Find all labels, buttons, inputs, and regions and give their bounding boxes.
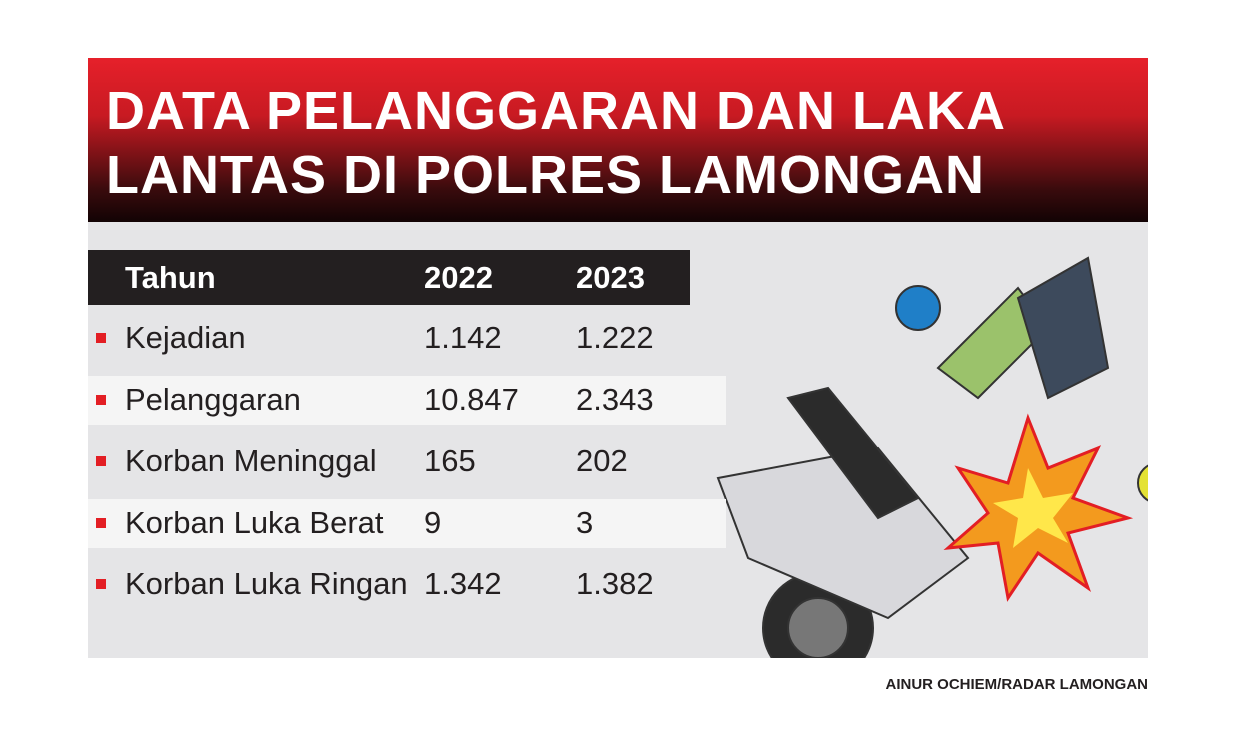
value-cell: 1.142 xyxy=(424,320,502,355)
row-bullet xyxy=(96,456,106,466)
credit: AINUR OCHIEM/RADAR LAMONGAN xyxy=(885,676,1149,693)
value-cell: 1.382 xyxy=(576,566,654,601)
header-cell: Tahun xyxy=(125,260,216,295)
panel: DATA PELANGGARAN DAN LAKA LANTAS DI POLR… xyxy=(88,58,1148,658)
label-cell: Korban Luka Berat xyxy=(125,504,384,540)
value-cell: 1.342 xyxy=(424,566,502,601)
value-cell: 10.847 xyxy=(424,381,519,417)
value-cell: 2.343 xyxy=(576,381,654,417)
label-cell: Kejadian xyxy=(125,320,246,355)
label-cell: Korban Luka Ringan xyxy=(125,566,408,601)
value-cell: 1.222 xyxy=(576,320,654,355)
table-header: Tahun 2022 2023 xyxy=(88,250,690,305)
row-bullet xyxy=(96,517,106,528)
value-cell: 3 xyxy=(576,504,594,540)
row-bullet xyxy=(96,579,106,589)
header-cell: 2022 xyxy=(424,260,493,295)
title-banner: DATA PELANGGARAN DAN LAKA LANTAS DI POLR… xyxy=(88,58,1148,222)
row-band xyxy=(88,375,726,425)
label-cell: Pelanggaran xyxy=(125,381,301,417)
value-cell: 165 xyxy=(424,443,476,478)
label-cell: Korban Meninggal xyxy=(125,443,377,478)
header-cell: 2023 xyxy=(576,260,645,295)
title-line: LANTAS DI POLRES LAMONGAN xyxy=(106,145,985,205)
row-bullet xyxy=(96,333,106,343)
row-bullet xyxy=(96,394,106,405)
value-cell: 9 xyxy=(424,504,442,540)
value-cell: 202 xyxy=(576,443,628,478)
row-band xyxy=(88,498,726,548)
title-line: DATA PELANGGARAN DAN LAKA xyxy=(106,81,1006,141)
crash-illustration xyxy=(716,256,1148,658)
